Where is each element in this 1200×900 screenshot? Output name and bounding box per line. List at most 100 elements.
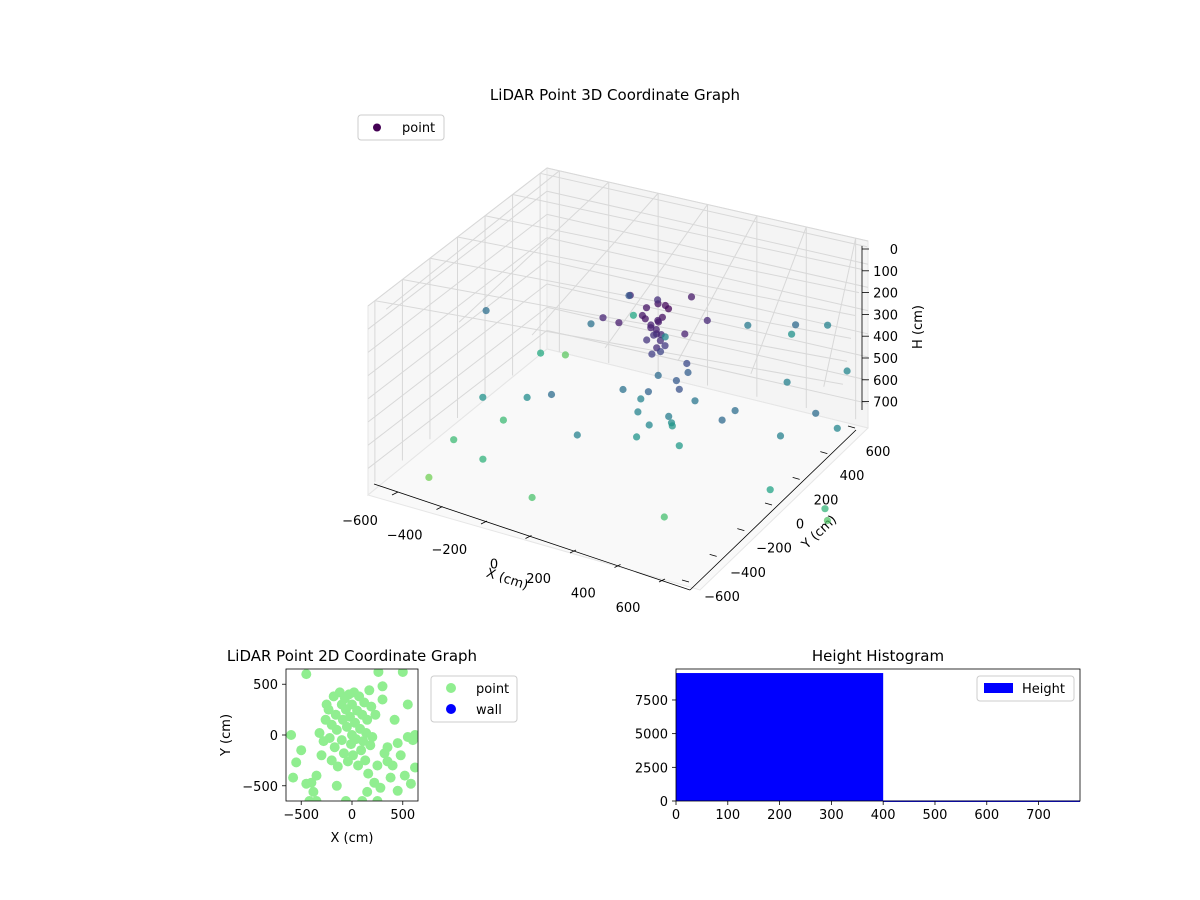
data-point-3d [648,350,656,358]
y-tick-label: −600 [704,590,740,605]
data-point-3d [644,388,653,396]
y-tick-label: 200 [814,493,839,508]
data-point-3d [703,316,711,325]
data-point-3d [665,412,673,420]
data-point-2d [331,780,342,791]
data-point-3d [681,330,689,338]
x-tick-label: 0 [490,558,498,573]
grid-line [367,190,548,330]
data-point-3d [776,432,785,440]
data-point-2d [392,738,403,749]
data-point-2d [338,748,349,759]
data-point-2d [387,760,398,771]
x-tick-label: 0 [348,808,356,823]
data-point-3d [661,301,670,310]
y-tick [709,553,717,557]
y-tick [820,451,828,455]
data-point-2d [324,733,335,743]
z-tick-label: 300 [873,308,898,323]
data-point-2d [323,704,334,715]
grid-line [546,167,869,242]
y-axis-label-3d: Y (cm) [798,513,840,553]
data-point-2d [377,681,388,692]
ticks-3d: −600−400−2000200400600−600−400−200020040… [342,243,898,616]
data-point-2d [357,796,368,801]
grid-line [367,260,548,400]
data-point-2d [362,786,373,797]
x-tick-label: 400 [571,587,596,602]
data-point-3d [833,424,841,432]
data-point-2d [308,786,319,797]
data-point-3d [792,321,800,329]
data-point-3d [523,393,531,401]
grid-line [367,237,548,377]
x-tick-label: 600 [616,601,641,616]
histogram-legend-swatch [984,683,1013,693]
data-point-2d [316,750,327,761]
grid-line [546,260,869,335]
x-tick-label: 600 [974,808,999,823]
y-tick-label: 5000 [635,728,668,743]
legend-3d: point [357,114,445,141]
data-point-2d [288,772,299,783]
grid-line [546,190,869,265]
legend-2d-wall-marker [446,704,456,714]
data-point-3d [642,304,651,312]
data-point-3d [821,505,829,513]
grid-line [367,214,548,353]
y-tick-label: −400 [730,566,766,581]
data-point-3d [629,311,638,319]
z-tick-label: 400 [873,330,898,345]
grid-line [367,306,548,446]
data-point-3d [450,436,458,444]
data-point-3d [650,331,658,339]
legend-2d-point-label: point [476,682,509,697]
x-tick-label: 400 [871,808,896,823]
data-point-3d [672,377,681,385]
data-point-3d [654,316,662,325]
data-point-3d [718,416,726,424]
z-tick-label: 200 [873,287,898,302]
y-axis-label-2d: Y (cm) [219,714,234,757]
data-point-2d [405,778,416,789]
y-tick [764,502,773,506]
data-point-3d [823,516,832,525]
data-point-3d [843,367,851,375]
x-tick-label: 300 [819,808,844,823]
histogram-legend-label: Height [1022,682,1065,697]
data-point-3d [599,314,607,322]
x-tick-label: −200 [431,543,467,558]
data-point-2d [395,750,406,761]
z-tick-label: 600 [873,374,898,389]
data-point-2d [372,796,383,801]
data-point-2d [353,760,364,771]
x-tick [436,506,443,510]
grid-line [402,278,848,362]
data-point-3d [633,433,641,441]
data-point-2d [340,796,351,801]
data-point-2d [389,714,400,725]
scatter-2d-chart: LiDAR Point 2D Coordinate Graph −500 0 500… [219,647,518,846]
data-point-3d [731,407,739,415]
legend-2d-point-marker [446,683,456,693]
histogram-legend: Height [976,675,1075,702]
data-point-2d [306,777,317,788]
data-point-3d [675,442,683,450]
y-tick-label: 0 [660,795,668,810]
data-point-3d [638,311,647,320]
chart-3d-title: LiDAR Point 3D Coordinate Graph [490,86,740,104]
data-point-3d [661,333,669,341]
x-tick-label: 500 [390,808,415,823]
x-tick [480,520,488,525]
data-point-3d [587,320,595,328]
histogram-bar [676,673,884,801]
data-point-2d [399,770,410,781]
data-point-3d [573,431,581,439]
y-tick [737,528,745,532]
grid-line [823,238,857,387]
points-2d [286,669,418,801]
data-point-3d [634,408,642,416]
data-point-2d [366,701,377,712]
data-point-3d [656,348,665,356]
data-point-2d [365,740,376,751]
